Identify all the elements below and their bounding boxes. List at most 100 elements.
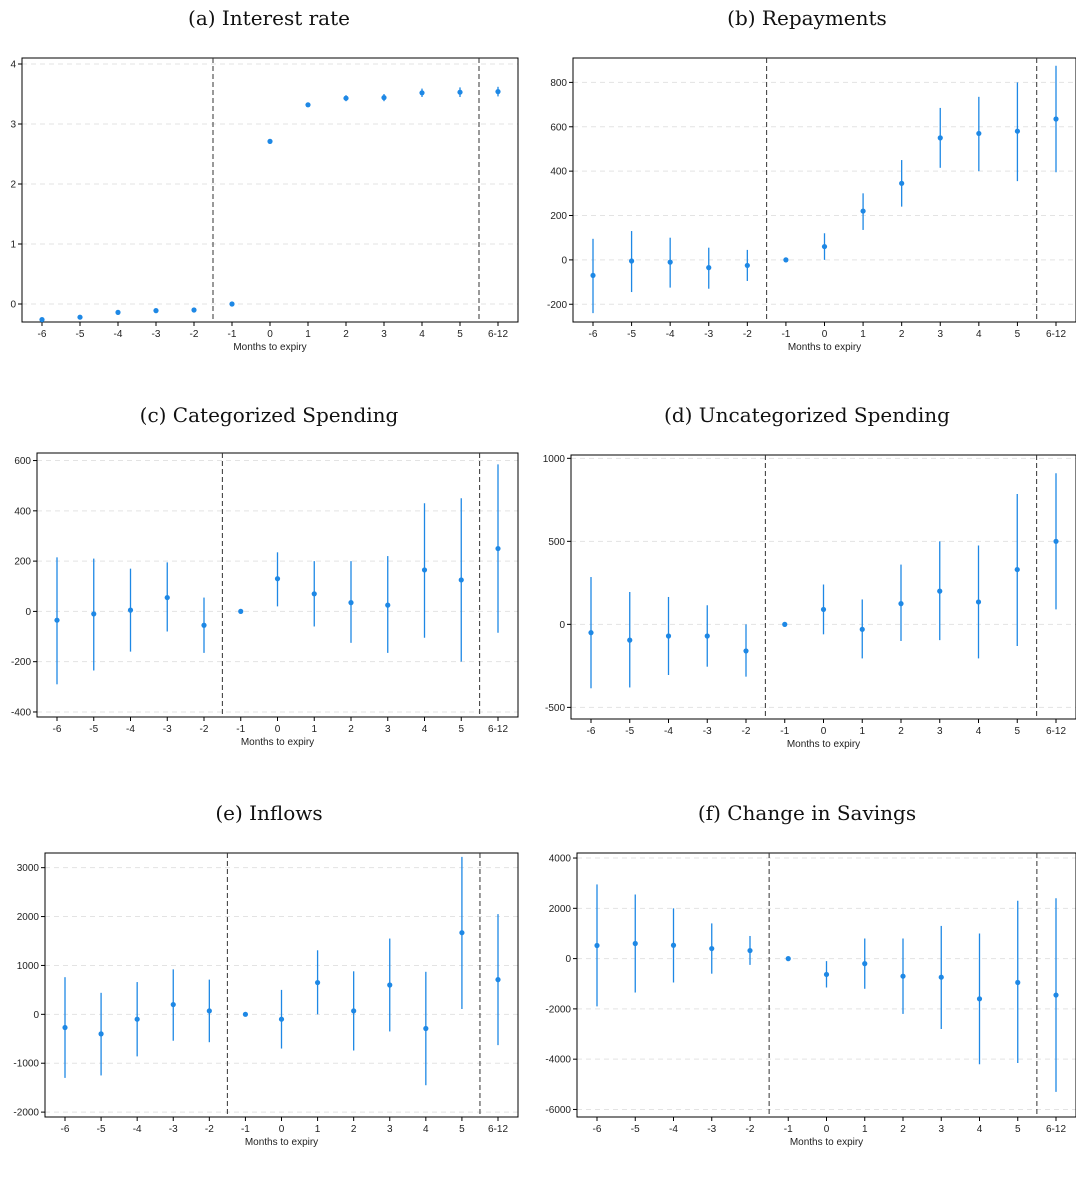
- y-tick-label: -4000: [545, 1055, 571, 1066]
- x-tick-label: -1: [781, 329, 790, 340]
- x-tick-label: 5: [1015, 1124, 1021, 1135]
- x-tick-label: 2: [351, 1124, 357, 1135]
- x-axis-title: Months to expiry: [245, 1137, 318, 1148]
- chart-title: (a) Interest rate: [188, 6, 350, 30]
- y-tick-label: 1000: [17, 961, 40, 972]
- y-tick-label: 4000: [549, 854, 572, 865]
- x-tick-label: 5: [458, 724, 464, 735]
- y-tick-label: 2000: [17, 912, 40, 923]
- x-tick-label: 3: [937, 726, 943, 737]
- panel-a: (a) Interest rate 0 1 2 3 4 -6 -5 -4 -3 -2 -1 0 1 2 3 4…: [0, 0, 538, 385]
- x-tick-label: -5: [76, 329, 85, 340]
- y-tick-label: -200: [11, 657, 31, 668]
- x-axis-title: Months to expiry: [241, 737, 314, 748]
- x-tick-label: -6: [589, 329, 598, 340]
- x-tick-label: -3: [704, 329, 713, 340]
- x-tick-label: 5: [457, 329, 463, 340]
- y-tick-label: 3: [10, 120, 16, 131]
- x-tick-label: 2: [343, 329, 349, 340]
- x-tick-label: 0: [267, 329, 273, 340]
- y-tick-label: 200: [14, 557, 31, 568]
- x-tick-label: 3: [387, 1124, 393, 1135]
- x-tick-label: 3: [385, 724, 391, 735]
- x-tick-label: -2: [205, 1124, 214, 1135]
- y-tick-label: 600: [550, 122, 567, 133]
- x-tick-label: 0: [279, 1124, 285, 1135]
- x-tick-label: -5: [97, 1124, 106, 1135]
- x-axis-title: Months to expiry: [233, 342, 306, 353]
- x-tick-label: 3: [937, 329, 943, 340]
- y-tick-label: 400: [550, 167, 567, 178]
- x-tick-label: -3: [152, 329, 161, 340]
- x-tick-label: 0: [824, 1124, 830, 1135]
- y-tick-label: 800: [550, 78, 567, 89]
- x-tick-label: -1: [228, 329, 237, 340]
- x-tick-label: 4: [422, 724, 428, 735]
- x-tick-label: 2: [898, 726, 904, 737]
- y-tick-label: 500: [548, 537, 565, 548]
- x-tick-label: 1: [305, 329, 311, 340]
- y-tick-label: 0: [565, 954, 571, 965]
- x-tick-label: 6-12: [488, 329, 508, 340]
- x-tick-label: -5: [89, 724, 98, 735]
- x-tick-label: -4: [664, 726, 673, 737]
- x-tick-label: -4: [133, 1124, 142, 1135]
- chart-f: -6000 -4000 -2000 0 2000 4000 -6 -5 -4 -3 -2 -1 0 1 2 3…: [545, 852, 1076, 1148]
- x-tick-label: -6: [38, 329, 47, 340]
- chart-title: (b) Repayments: [727, 6, 887, 30]
- x-tick-label: 2: [899, 329, 905, 340]
- chart-title: (e) Inflows: [215, 801, 323, 825]
- x-tick-label: -4: [666, 329, 675, 340]
- y-tick-label: -2000: [13, 1108, 39, 1119]
- x-tick-label: -1: [236, 724, 245, 735]
- x-tick-label: 2: [900, 1124, 906, 1135]
- y-tick-label: -200: [547, 300, 567, 311]
- x-tick-label: 0: [275, 724, 281, 735]
- x-tick-label: 1: [860, 329, 866, 340]
- x-tick-label: 1: [311, 724, 317, 735]
- x-tick-label: -2: [746, 1124, 755, 1135]
- x-tick-label: 5: [1015, 329, 1021, 340]
- x-tick-label: 3: [381, 329, 387, 340]
- panel-f: (f) Change in Savings -6000 -4000 -2000 0 20…: [538, 795, 1076, 1180]
- y-tick-label: 3000: [17, 863, 40, 874]
- x-tick-label: 3: [938, 1124, 944, 1135]
- x-axis-title: Months to expiry: [787, 739, 860, 750]
- x-tick-label: -4: [114, 329, 123, 340]
- x-tick-label: 5: [1014, 726, 1020, 737]
- x-tick-label: -2: [742, 726, 751, 737]
- x-tick-label: -4: [126, 724, 135, 735]
- x-tick-label: -2: [190, 329, 199, 340]
- y-tick-label: 1000: [543, 454, 566, 465]
- y-tick-label: 2: [10, 180, 16, 191]
- x-tick-label: 4: [976, 329, 982, 340]
- x-tick-label: 2: [348, 724, 354, 735]
- x-tick-label: 1: [859, 726, 865, 737]
- chart-title: (c) Categorized Spending: [139, 403, 399, 427]
- x-tick-label: 4: [419, 329, 425, 340]
- x-tick-label: 4: [423, 1124, 429, 1135]
- x-tick-label: 6-12: [1046, 329, 1066, 340]
- x-tick-label: 0: [821, 726, 827, 737]
- x-tick-label: -1: [784, 1124, 793, 1135]
- x-tick-label: 4: [977, 1124, 983, 1135]
- x-tick-label: 5: [459, 1124, 465, 1135]
- y-tick-label: 0: [25, 607, 31, 618]
- y-tick-label: 1: [10, 240, 16, 251]
- x-tick-label: 6-12: [1046, 1124, 1066, 1135]
- y-tick-label: -1000: [13, 1059, 39, 1070]
- y-tick-label: 0: [559, 620, 565, 631]
- y-tick-label: 200: [550, 211, 567, 222]
- x-tick-label: -5: [631, 1124, 640, 1135]
- chart-d: -500 0 500 1000 -6 -5 -4 -3 -2 -1 0 1 2 3 4 5 6-12 Months…: [543, 454, 1076, 750]
- x-tick-label: -1: [241, 1124, 250, 1135]
- y-tick-label: 0: [561, 255, 567, 266]
- x-tick-label: -2: [200, 724, 209, 735]
- chart-c: -400 -200 0 200 400 600 -6 -5 -4 -3 -2 -1 0 1 2 3 4 5 6-12…: [11, 452, 519, 748]
- chart-b: -200 0 200 400 600 800 -6 -5 -4 -3 -2 -1 0 1 2 3 4 5 6-12 M…: [547, 57, 1076, 353]
- x-tick-label: -6: [593, 1124, 602, 1135]
- chart-title: (f) Change in Savings: [697, 801, 917, 825]
- y-tick-label: 0: [10, 300, 16, 311]
- chart-a: 0 1 2 3 4 -6 -5 -4 -3 -2 -1 0 1 2 3 4 5 6-12 Months to exp…: [10, 57, 519, 353]
- x-tick-label: 1: [862, 1124, 868, 1135]
